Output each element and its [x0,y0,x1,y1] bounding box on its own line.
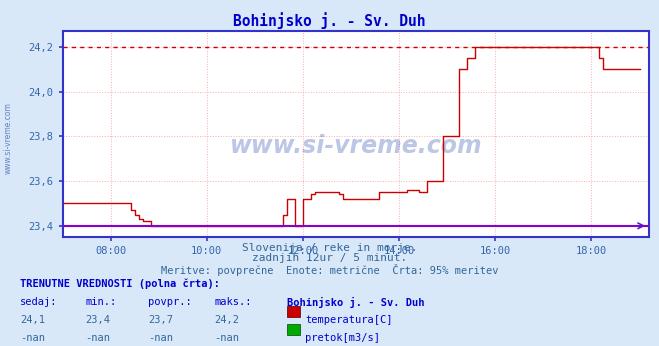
Text: 23,4: 23,4 [86,315,111,325]
Text: Slovenija / reke in morje.: Slovenija / reke in morje. [242,243,417,253]
Text: www.si-vreme.com: www.si-vreme.com [229,135,482,158]
Text: pretok[m3/s]: pretok[m3/s] [305,333,380,343]
Text: povpr.:: povpr.: [148,297,192,307]
Text: Bohinjsko j. - Sv. Duh: Bohinjsko j. - Sv. Duh [287,297,424,308]
Text: zadnjih 12ur / 5 minut.: zadnjih 12ur / 5 minut. [252,253,407,263]
Text: min.:: min.: [86,297,117,307]
Text: temperatura[C]: temperatura[C] [305,315,393,325]
Text: www.si-vreme.com: www.si-vreme.com [4,102,13,174]
Text: maks.:: maks.: [214,297,252,307]
Text: TRENUTNE VREDNOSTI (polna črta):: TRENUTNE VREDNOSTI (polna črta): [20,279,219,289]
Text: -nan: -nan [20,333,45,343]
Text: -nan: -nan [148,333,173,343]
Text: Meritve: povprečne  Enote: metrične  Črta: 95% meritev: Meritve: povprečne Enote: metrične Črta:… [161,264,498,276]
Text: 24,1: 24,1 [20,315,45,325]
Text: -nan: -nan [214,333,239,343]
Text: -nan: -nan [86,333,111,343]
Text: Bohinjsko j. - Sv. Duh: Bohinjsko j. - Sv. Duh [233,12,426,29]
Text: sedaj:: sedaj: [20,297,57,307]
Text: 24,2: 24,2 [214,315,239,325]
Text: 23,7: 23,7 [148,315,173,325]
